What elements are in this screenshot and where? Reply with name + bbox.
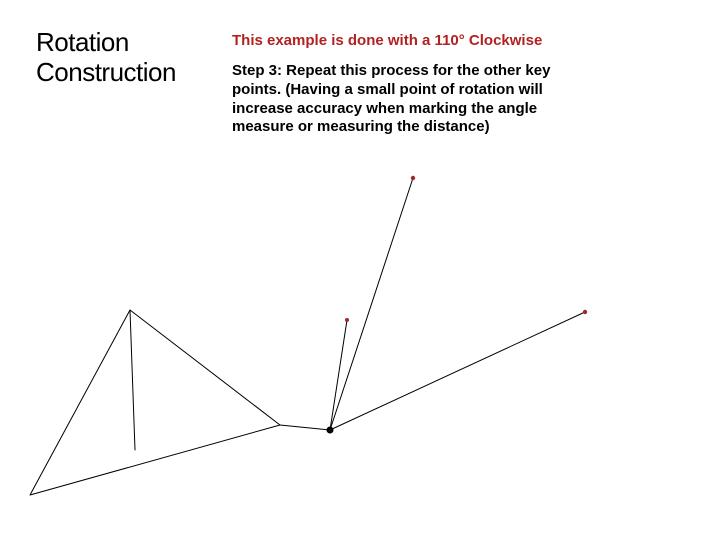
rotation-ray-2-endpoint bbox=[345, 318, 349, 322]
preimage-triangle bbox=[30, 310, 280, 495]
rotation-ray-1-endpoint bbox=[411, 176, 415, 180]
rotation-diagram bbox=[0, 0, 720, 540]
rotation-ray-3 bbox=[330, 312, 585, 430]
rotation-ray-3-endpoint bbox=[583, 310, 587, 314]
base-extension bbox=[280, 425, 330, 430]
rotation-ray-2 bbox=[330, 320, 347, 430]
rotation-ray-1 bbox=[330, 178, 413, 430]
center-of-rotation bbox=[327, 427, 334, 434]
triangle-inner-segment bbox=[130, 310, 135, 450]
